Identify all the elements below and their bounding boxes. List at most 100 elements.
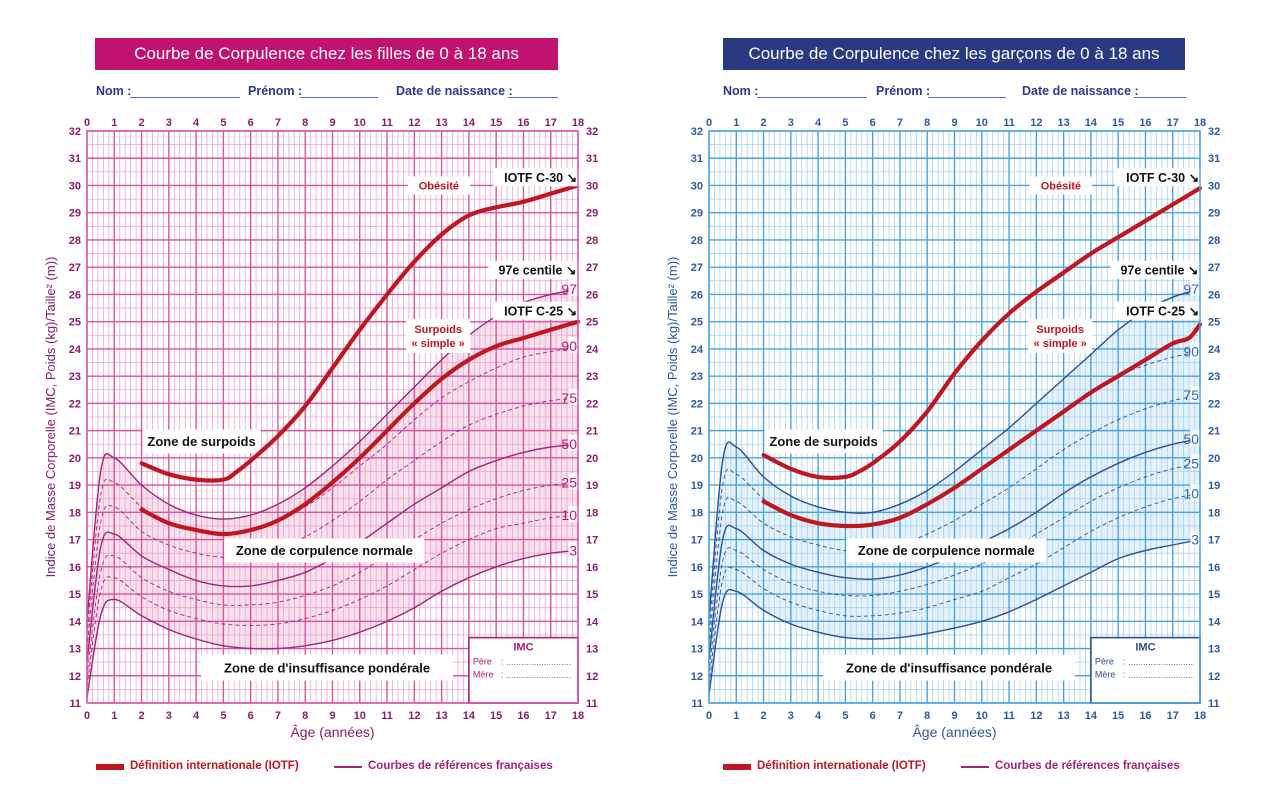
- y-tick-label-left: 11: [69, 698, 81, 710]
- percentile-label-3: 3: [569, 542, 577, 558]
- y-tick-label-right: 27: [1208, 262, 1220, 274]
- zone-surpoids-label-bg: [142, 429, 261, 454]
- y-tick-label-right: 14: [1208, 616, 1221, 628]
- date-label: Date de naissance :: [1022, 84, 1139, 98]
- girls-title: Courbe de Corpulence chez les filles de …: [95, 38, 558, 70]
- boys-title: Courbe de Corpulence chez les garçons de…: [723, 38, 1185, 70]
- obesite-label-text: Obésité: [419, 180, 459, 192]
- x-tick-label-bottom: 6: [870, 710, 876, 722]
- y-tick-label-right: 16: [1208, 562, 1220, 574]
- iotf-c30-label-bg: [493, 168, 582, 187]
- x-tick-label-top: 3: [788, 117, 794, 129]
- zone-normale-label-bg: [224, 538, 425, 563]
- x-tick-label-top: 17: [1167, 117, 1179, 129]
- x-tick-label-bottom: 10: [354, 710, 366, 722]
- y-tick-label-left: 22: [691, 398, 703, 410]
- nom-field[interactable]: [130, 97, 240, 98]
- x-tick-label-top: 1: [733, 117, 739, 129]
- y-tick-label-right: 32: [586, 126, 598, 138]
- y-tick-label-right: 19: [1208, 480, 1220, 492]
- x-tick-label-top: 3: [166, 117, 172, 129]
- y-tick-label-right: 16: [586, 562, 598, 574]
- y-axis-title: Indice de Masse Corporelle (IMC, Poids (…: [43, 257, 58, 578]
- x-tick-label-bottom: 0: [706, 710, 712, 722]
- percentile-curve-p50: [708, 438, 1201, 660]
- boys-bmi-chart: 0011223344556677889910101111121213131414…: [665, 117, 1221, 740]
- y-tick-label-left: 31: [69, 153, 81, 165]
- y-tick-label-left: 16: [691, 562, 703, 574]
- x-tick-label-bottom: 13: [1057, 710, 1069, 722]
- nom-field[interactable]: [757, 97, 867, 98]
- zone-insuffisance-label: Zone de d'insuffisance pondérale: [201, 654, 454, 681]
- date-field[interactable]: [1134, 97, 1186, 98]
- iotf-curve-iotf-c-30: [761, 186, 1203, 480]
- percentile-curve-p97: [86, 288, 579, 622]
- y-tick-label-right: 28: [1208, 235, 1220, 247]
- zone-insuffisance-label: Zone de d'insuffisance pondérale: [823, 654, 1076, 681]
- imc-box-title: IMC: [1135, 642, 1155, 654]
- x-tick-label-top: 14: [1085, 117, 1098, 129]
- date-field[interactable]: [508, 97, 558, 98]
- imc-sep: :: [1123, 670, 1126, 680]
- surpoids-simple-text-1: Surpoids: [414, 324, 462, 336]
- zone-surpoids-label-text: Zone de surpoids: [147, 434, 255, 449]
- y-tick-label-right: 31: [586, 153, 598, 165]
- iotf-curve-iotf-c-30: [139, 183, 581, 483]
- zone-normale-label: Zone de corpulence normale: [846, 538, 1047, 563]
- obesite-label: Obésité: [407, 176, 470, 195]
- x-tick-label-top: 8: [302, 117, 308, 129]
- y-tick-label-right: 29: [1208, 208, 1220, 220]
- y-tick-label-left: 17: [69, 535, 81, 547]
- y-tick-label-left: 17: [691, 535, 703, 547]
- imc-sep: :: [501, 657, 504, 667]
- legend-french-swatch: [961, 766, 989, 768]
- prenom-field[interactable]: [928, 97, 1006, 98]
- x-tick-label-bottom: 7: [897, 710, 903, 722]
- x-tick-label-bottom: 4: [193, 710, 200, 722]
- x-tick-label-bottom: 1: [111, 710, 117, 722]
- percentile-label-75: 75: [561, 390, 577, 406]
- imc-sep: :: [501, 670, 504, 680]
- y-tick-label-left: 24: [691, 344, 704, 356]
- y-tick-label-right: 26: [586, 289, 598, 301]
- y-tick-label-right: 30: [586, 180, 598, 192]
- y-tick-label-left: 20: [69, 453, 81, 465]
- iotf-c25-label-text: IOTF C-25 ↘: [504, 304, 577, 318]
- y-tick-label-left: 30: [69, 180, 81, 192]
- iotf-c25-label: IOTF C-25 ↘: [1115, 301, 1204, 320]
- obesite-label-bg: [1029, 176, 1092, 195]
- obesite-label-text: Obésité: [1041, 180, 1081, 192]
- y-tick-label-right: 20: [1208, 453, 1220, 465]
- x-tick-label-bottom: 5: [220, 710, 226, 722]
- prenom-field[interactable]: [300, 97, 378, 98]
- iotf-c30-label-text: IOTF C-30 ↘: [504, 171, 577, 185]
- y-tick-label-right: 13: [1208, 644, 1220, 656]
- iotf-c30-label: IOTF C-30 ↘: [1115, 168, 1204, 187]
- y-tick-label-right: 20: [586, 453, 598, 465]
- x-tick-label-bottom: 1: [733, 710, 739, 722]
- percentile-label-10: 10: [561, 507, 577, 523]
- x-tick-label-top: 13: [435, 117, 447, 129]
- x-tick-label-top: 9: [951, 117, 957, 129]
- percentile-curve-p3: [708, 538, 1201, 695]
- x-tick-label-top: 9: [329, 117, 335, 129]
- y-tick-label-left: 19: [69, 480, 81, 492]
- x-tick-label-bottom: 7: [275, 710, 281, 722]
- iotf-c25-label: IOTF C-25 ↘: [493, 301, 582, 320]
- iotf-curve-iotf-c-25: [761, 322, 1203, 529]
- x-tick-label-top: 17: [545, 117, 557, 129]
- y-tick-label-right: 21: [586, 426, 598, 438]
- y-tick-label-right: 24: [1208, 344, 1221, 356]
- x-tick-label-top: 10: [976, 117, 988, 129]
- x-tick-label-bottom: 18: [1194, 710, 1206, 722]
- x-tick-label-bottom: 12: [1030, 710, 1042, 722]
- legend-french-label: Courbes de références françaises: [995, 760, 1180, 772]
- percentile-curve-p75: [708, 394, 1201, 646]
- percentile-label-50: 50: [561, 436, 577, 452]
- y-tick-label-right: 12: [1208, 671, 1220, 683]
- imc-box-title: IMC: [513, 642, 533, 654]
- y-tick-label-right: 25: [1208, 317, 1220, 329]
- x-tick-label-bottom: 15: [1112, 710, 1124, 722]
- percentile-curve-p25: [86, 481, 579, 676]
- iotf-c30-label-bg: [1115, 168, 1204, 187]
